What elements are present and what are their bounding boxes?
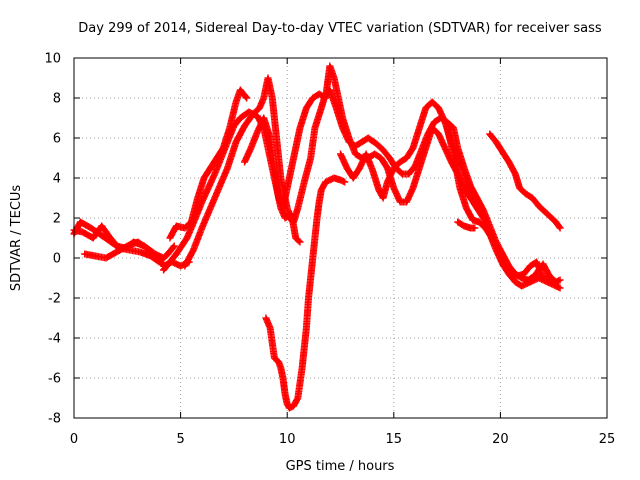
x-tick-label: 20 [492, 432, 509, 447]
data-series [70, 62, 564, 412]
data-point [545, 274, 553, 282]
y-tick-label: 8 [53, 92, 61, 107]
x-tick-label: 25 [599, 432, 616, 447]
series-arc-8 [262, 174, 349, 412]
axis-ticks [73, 57, 608, 419]
data-point [477, 205, 485, 213]
y-axis-title: SDTVAR / TECUs [9, 185, 24, 292]
y-tick-label: 6 [53, 132, 61, 147]
x-axis-title: GPS time / hours [286, 459, 395, 474]
data-point [169, 243, 177, 251]
data-point [555, 223, 563, 231]
series-arc-11 [454, 218, 479, 232]
data-point [341, 178, 349, 186]
data-point [556, 276, 564, 284]
series-arc-10 [443, 124, 553, 282]
x-tick-label: 10 [279, 432, 296, 447]
x-tick-label: 15 [386, 432, 403, 447]
y-tick-label: 2 [53, 212, 61, 227]
y-tick-label: 0 [53, 252, 61, 267]
data-point [471, 224, 479, 232]
data-point [556, 224, 564, 232]
data-point [477, 206, 485, 214]
data-point [295, 237, 303, 245]
data-point [170, 242, 178, 250]
data-point [242, 93, 250, 101]
chart-title: Day 299 of 2014, Sidereal Day-to-day VTE… [78, 21, 602, 36]
x-tick-label: 0 [70, 432, 78, 447]
plot-frame [73, 57, 608, 419]
axis-tick-labels: 0 5 10 15 20 25 -8 -6 -4 -2 0 2 4 6 8 10 [44, 52, 615, 448]
y-tick-label: 10 [44, 52, 61, 67]
y-tick-label: 4 [53, 172, 61, 187]
data-point [243, 94, 251, 102]
data-point [556, 284, 564, 292]
y-tick-label: -8 [48, 412, 61, 427]
x-tick-label: 5 [176, 432, 184, 447]
y-tick-label: -6 [48, 372, 61, 387]
series-arc-12 [486, 130, 564, 232]
series-arc-3 [81, 238, 193, 270]
y-tick-label: -4 [48, 332, 61, 347]
data-point [296, 238, 304, 246]
y-tick-label: -2 [48, 292, 61, 307]
